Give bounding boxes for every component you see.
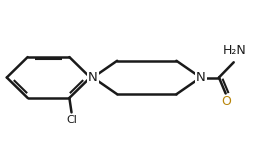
Text: H₂N: H₂N — [223, 44, 247, 57]
Text: N: N — [88, 71, 98, 84]
Text: Cl: Cl — [66, 115, 77, 125]
Text: O: O — [221, 95, 231, 108]
Text: N: N — [196, 71, 205, 84]
